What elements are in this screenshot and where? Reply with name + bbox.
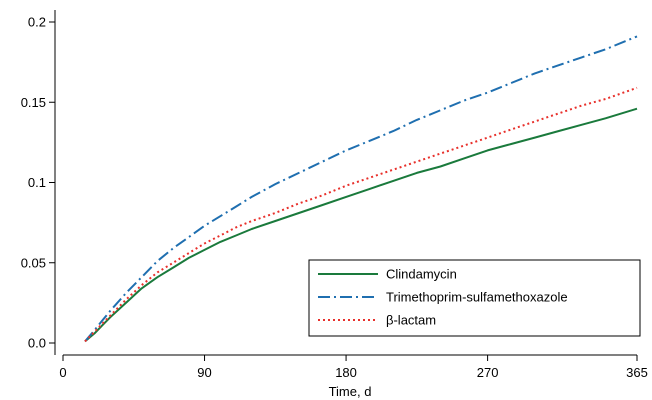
y-tick-label: 0.05 [21, 255, 46, 270]
series-layer [84, 35, 638, 343]
y-ticks: 0.0 0.05 0.1 0.15 0.2 [21, 15, 55, 351]
y-tick-label: 0.1 [28, 175, 46, 190]
legend-label-1: Clindamycin [386, 267, 457, 282]
x-tick-label: 365 [626, 365, 648, 380]
y-tick-label: 0.0 [28, 336, 46, 351]
x-tick-label: 0 [59, 365, 66, 380]
legend-label-3: β-lactam [386, 313, 436, 328]
x-axis-title: Time, d [329, 384, 372, 399]
y-tick-label: 0.2 [28, 15, 46, 30]
x-tick-label: 180 [335, 365, 357, 380]
series-line-3 [84, 86, 638, 343]
series-line-2 [84, 35, 638, 343]
x-tick-label: 270 [477, 365, 499, 380]
legend-label-2: Trimethoprim-sulfamethoxazole [386, 290, 568, 305]
legend: Clindamycin Trimethoprim-sulfamethoxazole… [308, 259, 641, 337]
y-tick-label: 0.15 [21, 95, 46, 110]
x-ticks: 0 90 180 270 365 [59, 355, 648, 380]
series-line-1 [84, 107, 638, 343]
x-tick-label: 90 [197, 365, 211, 380]
